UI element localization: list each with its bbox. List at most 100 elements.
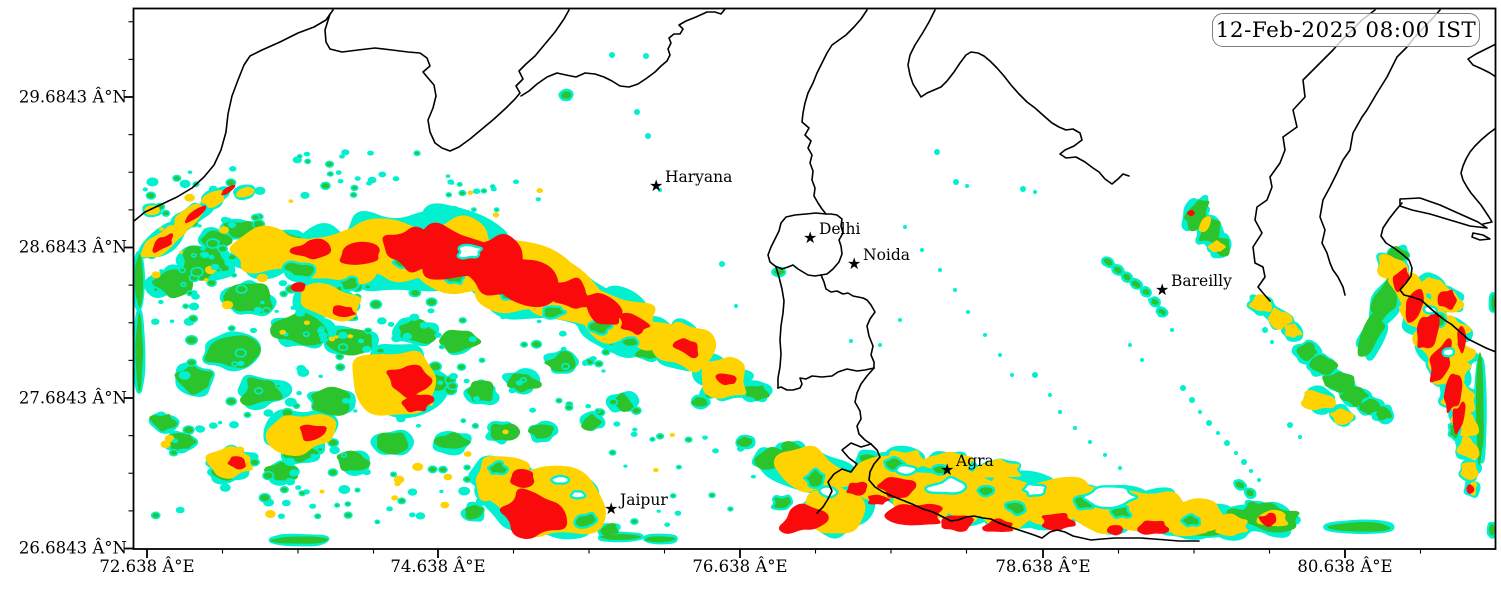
intensity-red-core <box>1137 520 1170 535</box>
speckle <box>508 387 517 394</box>
speckle <box>225 396 237 406</box>
speckle <box>1249 469 1253 473</box>
speckle <box>439 489 444 494</box>
speckle <box>304 158 312 165</box>
speckle <box>394 481 401 487</box>
speckle <box>594 408 601 414</box>
intensity-green-blob <box>439 329 482 353</box>
state-boundary-line <box>816 442 872 514</box>
speckle <box>182 303 190 310</box>
intensity-green-blob <box>1114 266 1122 274</box>
intensity-red-core <box>290 282 306 292</box>
intensity-green-blob <box>376 432 409 455</box>
speckle <box>445 174 451 178</box>
speckle <box>520 341 528 348</box>
plot-frame <box>132 7 1497 550</box>
intensity-red-core <box>1258 512 1277 528</box>
speckle <box>182 425 195 435</box>
speckle <box>389 471 398 478</box>
speckle <box>585 404 592 409</box>
intensity-green-blob <box>270 536 329 544</box>
speckle <box>425 297 438 307</box>
intensity-hole-layer <box>456 243 1456 510</box>
intensity-green-blob <box>1327 522 1391 532</box>
intensity-green-blob <box>736 436 753 447</box>
speckle <box>386 506 393 512</box>
state-boundary-line <box>907 9 1130 185</box>
intensity-yellow-blob <box>1460 462 1479 480</box>
speckle <box>438 344 445 350</box>
intensity-red-core <box>618 312 651 335</box>
speckle <box>262 306 272 315</box>
speckle <box>463 464 471 471</box>
speckle <box>172 438 179 444</box>
speckle <box>719 261 725 267</box>
intensity-hole <box>894 464 918 477</box>
intensity-green-blob <box>465 504 484 520</box>
speckle <box>210 263 220 271</box>
speckle <box>338 485 351 494</box>
speckle <box>254 387 264 395</box>
speckle <box>188 302 200 311</box>
speckle <box>434 332 442 338</box>
speckle <box>160 440 171 449</box>
intensity-yellow-blob <box>1329 408 1355 425</box>
intensity-yellow-blob <box>920 451 974 480</box>
speckle <box>289 469 299 477</box>
speckle <box>445 192 453 198</box>
speckle <box>151 271 161 279</box>
speckle <box>217 420 223 425</box>
speckle <box>284 397 297 407</box>
speckle <box>965 184 969 188</box>
speckle <box>953 288 957 292</box>
intensity-yellow-blob <box>973 458 1022 479</box>
intensity-green-patch <box>770 494 794 511</box>
timestamp-text: 12-Feb-2025 08:00 IST <box>1215 17 1477 43</box>
speckle <box>197 224 202 228</box>
intensity-hole <box>924 475 968 495</box>
speckle <box>402 332 413 340</box>
speckle <box>502 429 509 435</box>
speckle <box>500 315 506 320</box>
speckle <box>260 300 265 305</box>
speckle <box>558 330 567 337</box>
speckle <box>712 448 719 454</box>
intensity-red-core <box>152 233 174 253</box>
star-marker-icon: ★ <box>1155 280 1170 299</box>
speckle <box>158 299 164 305</box>
speckle <box>283 341 291 347</box>
speckle <box>310 453 316 458</box>
speckle <box>1224 440 1230 446</box>
speckle <box>1088 440 1092 444</box>
speckle <box>938 268 942 272</box>
city-label: Bareilly <box>1171 272 1232 290</box>
speckle <box>391 334 402 343</box>
speckle <box>303 320 310 326</box>
speckle <box>1140 358 1144 362</box>
speckle <box>175 506 185 514</box>
intensity-red-core <box>184 205 207 224</box>
city-label: Delhi <box>819 220 861 238</box>
speckle <box>412 462 424 471</box>
speckle <box>536 188 543 194</box>
city-label: Jaipur <box>620 491 668 509</box>
speckle <box>458 317 467 324</box>
city-label: Haryana <box>665 168 733 186</box>
speckle <box>443 473 453 481</box>
speckle <box>655 432 665 440</box>
intensity-green-patch <box>573 511 599 529</box>
speckle <box>374 519 381 525</box>
intensity-red-core <box>1405 289 1424 323</box>
speckle <box>490 186 497 192</box>
speckle <box>152 286 160 293</box>
speckle <box>334 502 341 508</box>
state-boundary-line <box>777 367 875 391</box>
intensity-green-blob <box>527 424 555 439</box>
speckle <box>630 431 638 437</box>
speckle <box>300 191 310 199</box>
speckle <box>343 511 353 519</box>
speckle <box>168 448 179 457</box>
speckle <box>180 281 187 288</box>
speckle <box>727 506 734 512</box>
intensity-red-core <box>1443 373 1463 414</box>
